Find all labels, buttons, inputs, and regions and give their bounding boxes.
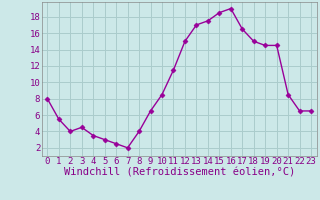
X-axis label: Windchill (Refroidissement éolien,°C): Windchill (Refroidissement éolien,°C) [64, 168, 295, 178]
